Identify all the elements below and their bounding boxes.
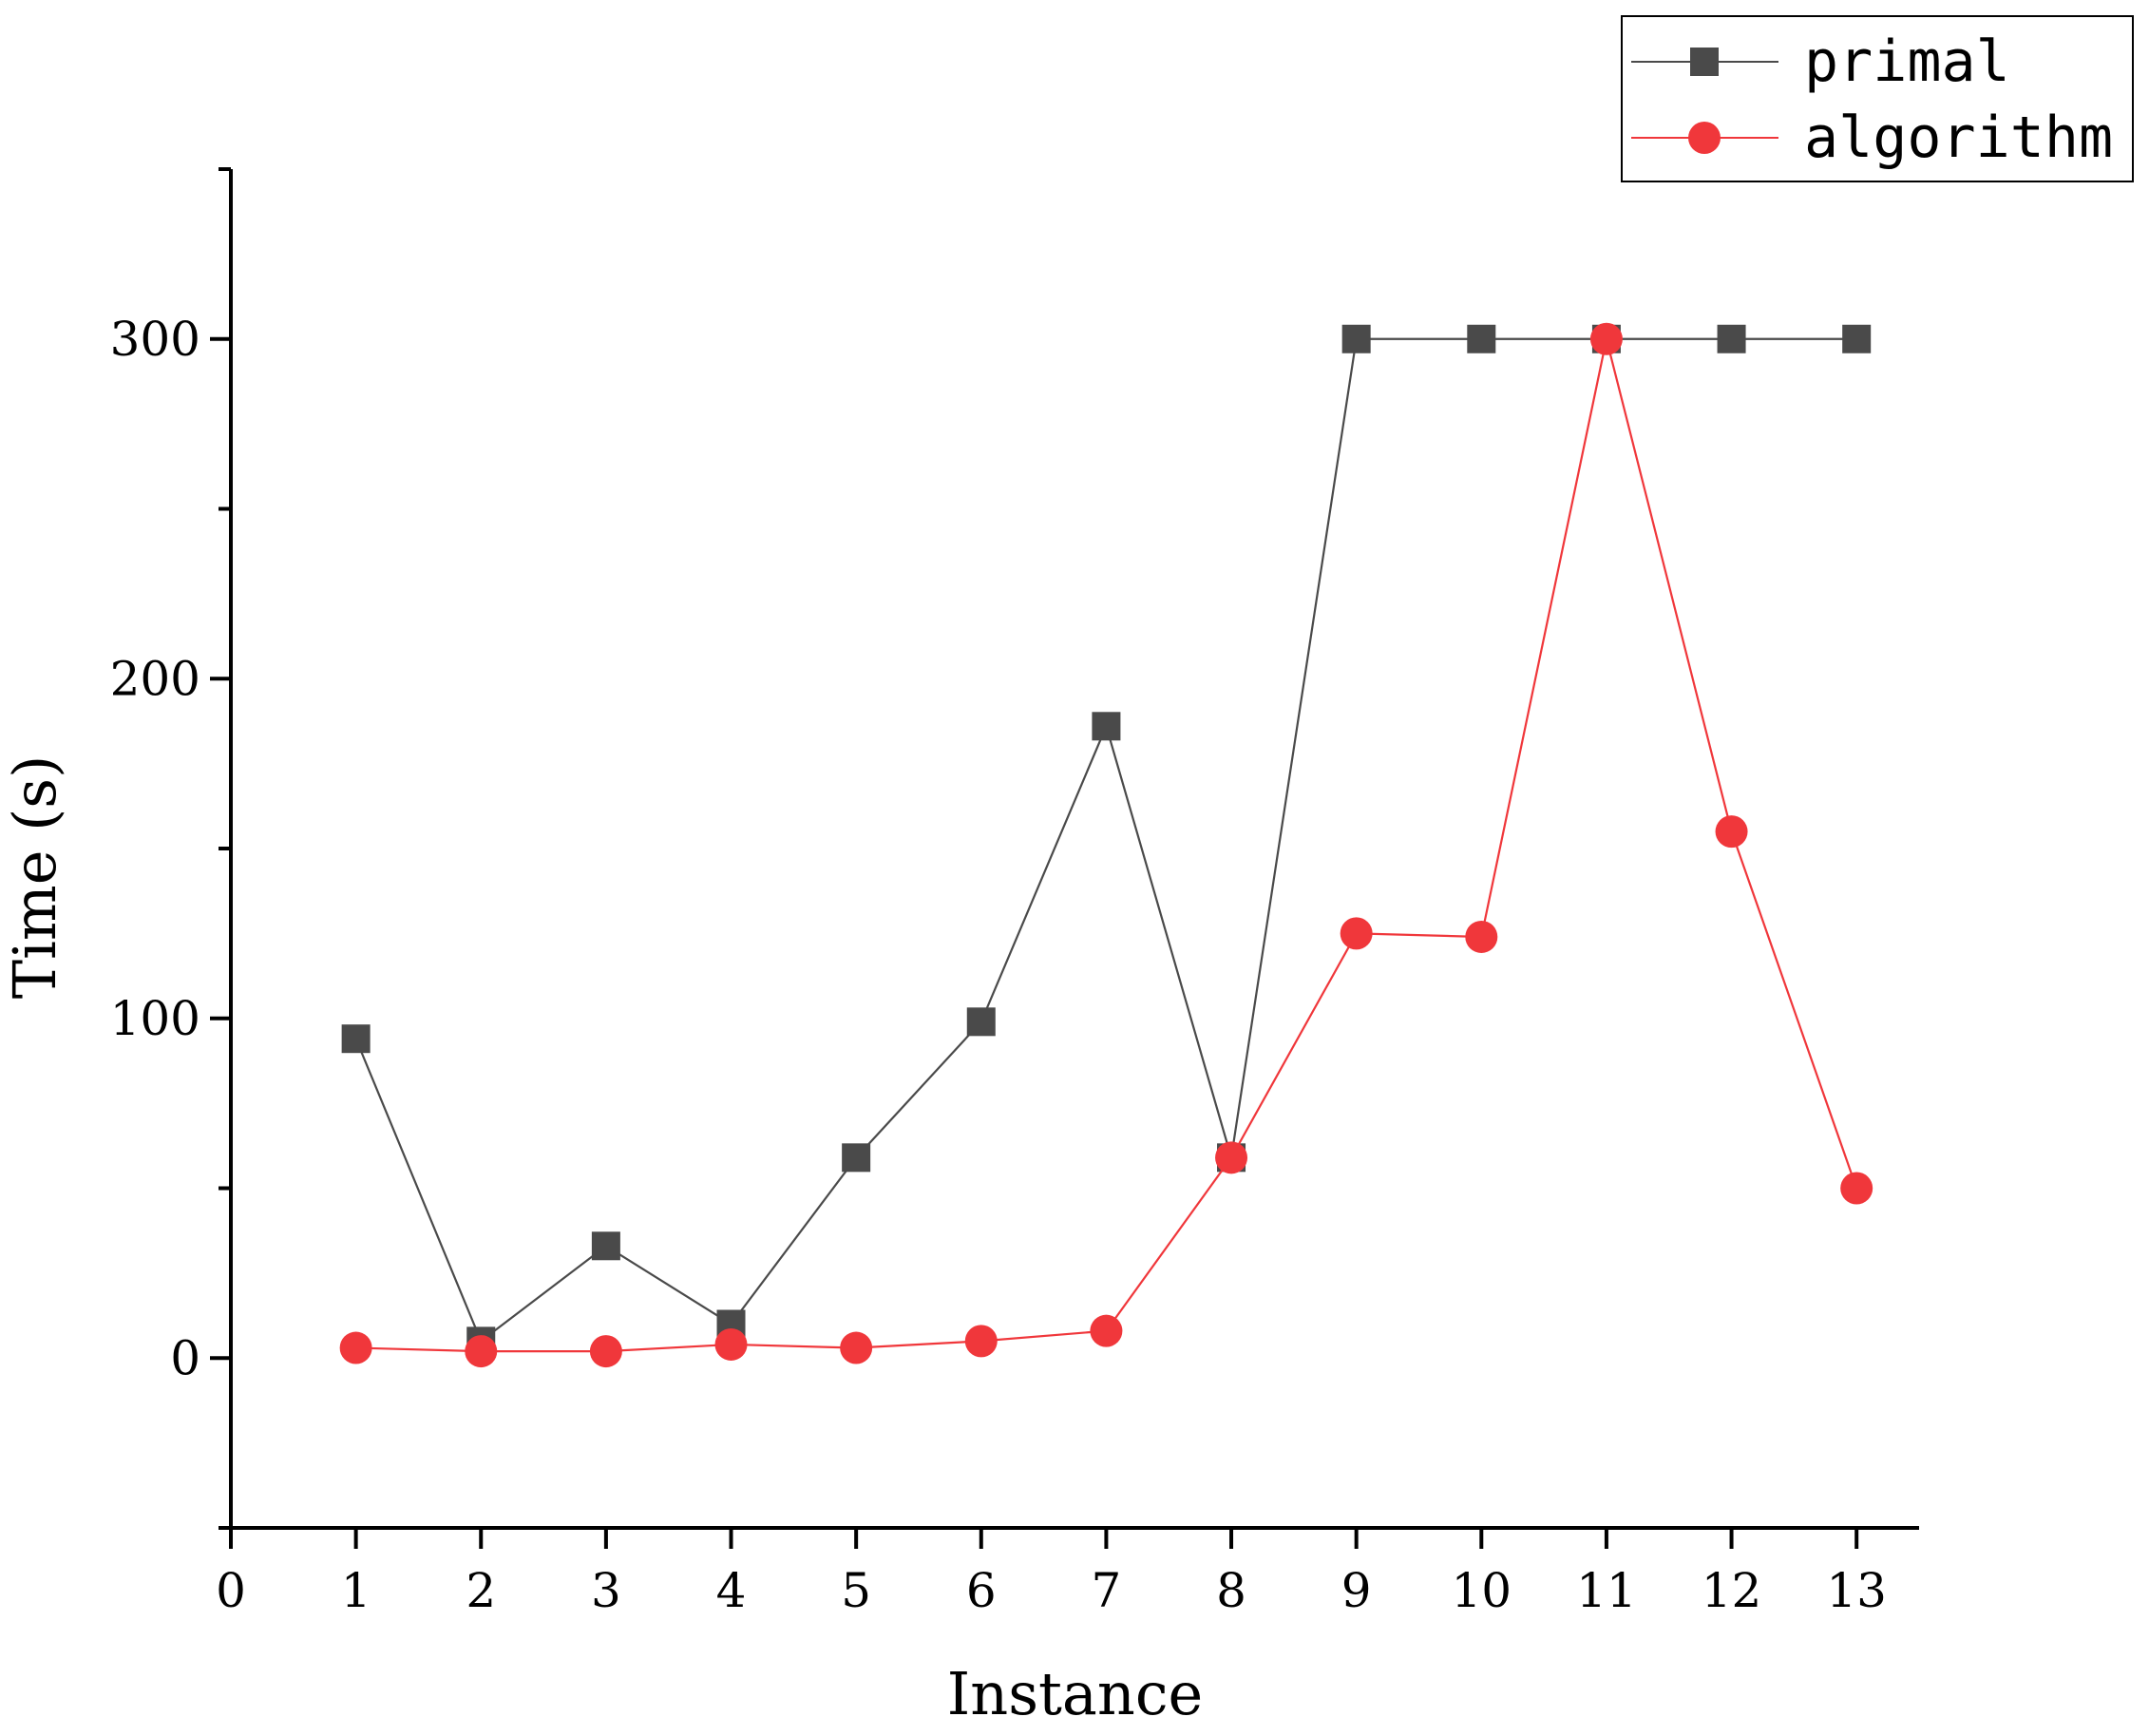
legend-box: [1621, 15, 2134, 182]
series-line-algorithm: [355, 338, 1858, 1353]
point-primal: [966, 1007, 996, 1037]
y-tick-label: 300: [110, 312, 200, 367]
point-algorithm: [840, 1331, 873, 1364]
x-axis-title: Instance: [947, 1659, 1203, 1728]
y-tick-label: 0: [170, 1330, 200, 1385]
legend: primal algorithm: [1621, 15, 2134, 182]
x-tick-label: 7: [1092, 1563, 1122, 1618]
x-tick-label: 12: [1702, 1563, 1762, 1618]
x-tick-label: 0: [216, 1563, 246, 1618]
point-algorithm: [1465, 920, 1498, 953]
x-tick-label: 10: [1451, 1563, 1512, 1618]
x-tick-label: 1: [341, 1563, 371, 1618]
x-tick-label: 4: [716, 1563, 747, 1618]
axes: 0 1 2 3 4 5 6 7 8 9 10 11 12 130100200300InstanceTime…: [0, 167, 1919, 1728]
point-algorithm: [465, 1335, 498, 1368]
legend-marker-algorithm: [1688, 122, 1721, 154]
x-tick-label: 8: [1216, 1563, 1246, 1618]
point-algorithm: [1215, 1141, 1248, 1174]
point-algorithm: [714, 1327, 748, 1361]
point-algorithm: [1589, 322, 1623, 355]
point-algorithm: [339, 1331, 372, 1364]
point-primal: [1717, 324, 1746, 353]
point-algorithm: [1340, 917, 1373, 950]
series-line-primal: [354, 337, 1857, 1344]
x-tick-label: 3: [591, 1563, 621, 1618]
point-primal: [1467, 324, 1496, 353]
point-primal: [1341, 324, 1371, 353]
y-tick-label: 100: [110, 991, 200, 1046]
legend-marker-primal: [1690, 48, 1719, 76]
point-algorithm: [1840, 1172, 1873, 1205]
legend-label-primal: primal: [1804, 29, 2010, 95]
x-tick-label: 5: [841, 1563, 871, 1618]
legend-label-algorithm: algorithm: [1804, 105, 2113, 171]
x-tick-label: 11: [1576, 1563, 1637, 1618]
x-tick-label: 6: [966, 1563, 997, 1618]
point-primal: [1092, 712, 1121, 741]
x-tick-label: 13: [1826, 1563, 1887, 1618]
plot-area: [339, 322, 1873, 1368]
y-axis-title: Time (s): [0, 755, 69, 1000]
point-primal: [842, 1143, 871, 1173]
point-primal: [1842, 324, 1872, 353]
point-algorithm: [589, 1335, 622, 1368]
y-tick-label: 200: [110, 651, 200, 706]
x-tick-label: 2: [466, 1563, 496, 1618]
x-tick-label: 9: [1341, 1563, 1372, 1618]
point-primal: [591, 1231, 620, 1261]
point-algorithm: [964, 1325, 998, 1358]
point-primal: [341, 1024, 371, 1054]
point-algorithm: [1090, 1314, 1123, 1347]
point-algorithm: [1715, 815, 1748, 849]
